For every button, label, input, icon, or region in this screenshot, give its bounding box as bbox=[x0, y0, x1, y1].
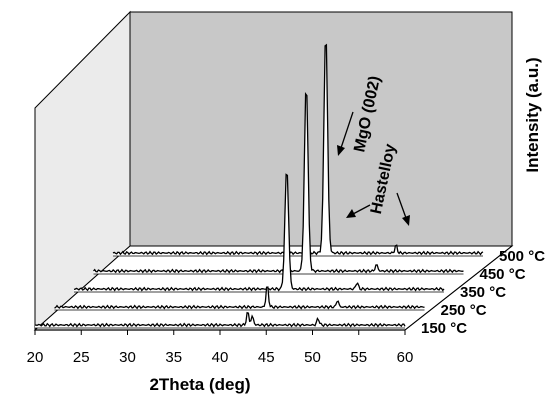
series-label: 250 °C bbox=[441, 302, 487, 319]
series-label: 350 °C bbox=[460, 284, 506, 301]
series-line bbox=[112, 43, 484, 256]
x-tick-label: 55 bbox=[350, 349, 367, 366]
x-tick-label: 25 bbox=[73, 349, 90, 366]
x-tick-label: 20 bbox=[27, 349, 44, 366]
hastelloy-arrow-right-head bbox=[402, 215, 410, 226]
mgo-arrow-head bbox=[337, 145, 345, 156]
series-group bbox=[34, 43, 484, 329]
x-tick-label: 45 bbox=[258, 349, 275, 366]
series-label: 150 °C bbox=[421, 320, 467, 337]
hastelloy-arrow-left-head bbox=[346, 209, 356, 218]
series-label: 500 °C bbox=[499, 248, 545, 265]
y-axis-title: Intensity (a.u.) bbox=[523, 57, 542, 172]
series-line bbox=[93, 92, 464, 274]
x-tick-label: 35 bbox=[165, 349, 182, 366]
x-tick-label: 50 bbox=[304, 349, 321, 366]
back-wall bbox=[129, 11, 513, 247]
x-tick-label: 40 bbox=[212, 349, 229, 366]
hastelloy-arrow-left-line bbox=[352, 204, 371, 215]
x-ticks: 20 25 30 35 40 45 50 55 60 bbox=[27, 330, 414, 366]
x-tick-label: 60 bbox=[397, 349, 414, 366]
hastelloy-arrow-right-line bbox=[396, 192, 407, 219]
series-label: 450 °C bbox=[480, 266, 526, 283]
series-line bbox=[34, 311, 406, 328]
right-floor-edge bbox=[404, 245, 513, 331]
x-tick-label: 30 bbox=[119, 349, 136, 366]
series-line bbox=[54, 286, 425, 310]
x-axis-title: 2Theta (deg) bbox=[149, 375, 250, 394]
mgo-arrow-line bbox=[340, 111, 354, 149]
series-line bbox=[73, 173, 445, 292]
